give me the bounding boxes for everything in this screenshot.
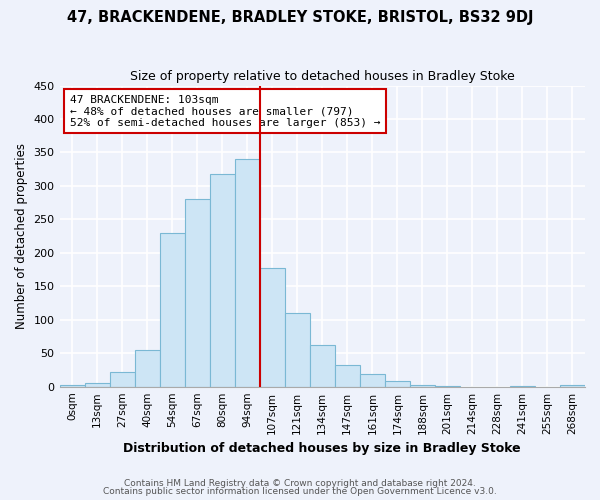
Bar (235, 159, 260, 386)
Y-axis label: Number of detached properties: Number of detached properties (15, 143, 28, 329)
Bar (310, 344, 335, 387)
Text: Contains HM Land Registry data © Crown copyright and database right 2024.: Contains HM Land Registry data © Crown c… (124, 478, 476, 488)
Bar (160, 233, 185, 386)
Bar (209, 174, 235, 386)
Text: 47, BRACKENDENE, BRADLEY STOKE, BRISTOL, BS32 9DJ: 47, BRACKENDENE, BRADLEY STOKE, BRISTOL,… (67, 10, 533, 25)
Bar (360, 374, 385, 386)
Bar (410, 384, 435, 386)
Bar (185, 200, 209, 386)
Bar (335, 364, 360, 386)
Title: Size of property relative to detached houses in Bradley Stoke: Size of property relative to detached ho… (130, 70, 515, 83)
Bar (110, 372, 134, 386)
Bar (285, 313, 310, 386)
Bar (134, 350, 160, 387)
Text: 47 BRACKENDENE: 103sqm
← 48% of detached houses are smaller (797)
52% of semi-de: 47 BRACKENDENE: 103sqm ← 48% of detached… (70, 94, 380, 128)
Bar (260, 268, 285, 386)
Bar (85, 382, 110, 386)
Text: Contains public sector information licensed under the Open Government Licence v3: Contains public sector information licen… (103, 487, 497, 496)
X-axis label: Distribution of detached houses by size in Bradley Stoke: Distribution of detached houses by size … (124, 442, 521, 455)
Bar (385, 382, 410, 386)
